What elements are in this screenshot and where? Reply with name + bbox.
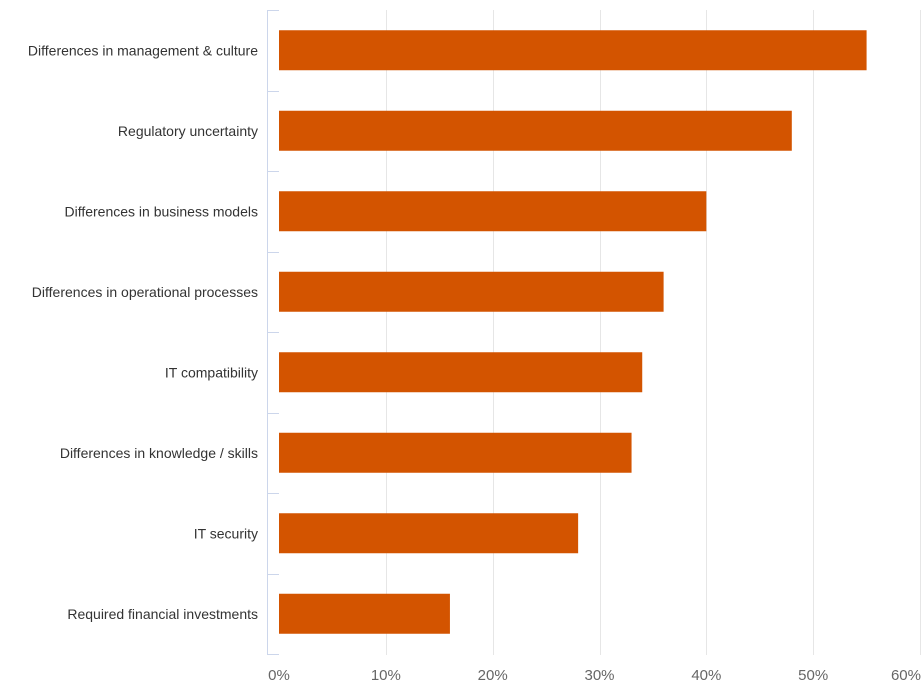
category-label: Differences in business models bbox=[64, 203, 258, 219]
bar-7[interactable] bbox=[279, 513, 579, 554]
bar-1[interactable] bbox=[279, 30, 867, 71]
x-tick-label: 20% bbox=[478, 667, 508, 684]
bars bbox=[279, 30, 867, 634]
bar-8[interactable] bbox=[279, 593, 450, 634]
bar-3[interactable] bbox=[279, 191, 707, 232]
category-label: IT security bbox=[194, 525, 258, 541]
bar-4[interactable] bbox=[279, 271, 664, 312]
category-label: Regulatory uncertainty bbox=[118, 123, 258, 139]
category-label: Differences in knowledge / skills bbox=[60, 445, 258, 461]
x-tick-label: 0% bbox=[268, 667, 290, 684]
category-label: Differences in management & culture bbox=[28, 42, 258, 58]
category-labels: Differences in management & culture Regul… bbox=[28, 42, 258, 622]
x-tick-label: 10% bbox=[371, 667, 401, 684]
x-axis-tick-labels: 0% 10% 20% 30% 40% 50% 60% bbox=[268, 667, 921, 684]
category-axis bbox=[267, 10, 279, 655]
bar-5[interactable] bbox=[279, 352, 643, 393]
category-label: Required financial investments bbox=[67, 606, 258, 622]
category-label: Differences in operational processes bbox=[32, 284, 258, 300]
x-tick-label: 40% bbox=[691, 667, 721, 684]
x-tick-label: 50% bbox=[798, 667, 828, 684]
bar-2[interactable] bbox=[279, 110, 792, 151]
grid-lines bbox=[386, 10, 921, 655]
x-tick-label: 30% bbox=[584, 667, 614, 684]
category-label: IT compatibility bbox=[165, 364, 258, 380]
x-tick-label: 60% bbox=[891, 667, 921, 684]
bar-6[interactable] bbox=[279, 432, 632, 473]
